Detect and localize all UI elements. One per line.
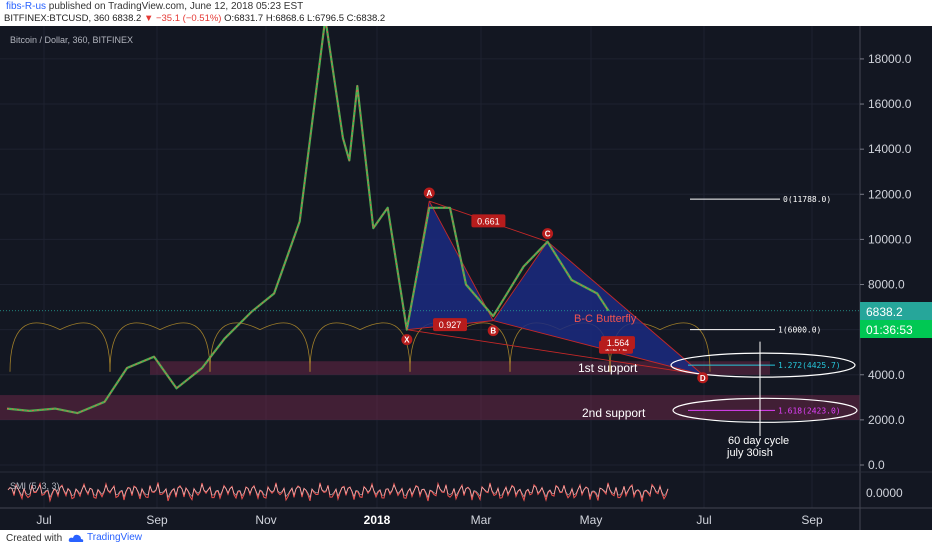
point-label: D: [700, 374, 706, 383]
ratio-badge: [433, 318, 468, 332]
x-tick-label: 2018: [364, 513, 391, 527]
point-label: X: [404, 336, 410, 345]
fib-label: 1.618(2423.0): [778, 406, 841, 415]
y-tick-label: 8000.0: [868, 278, 905, 292]
pattern-edge: [547, 241, 704, 376]
y-tick-label: 18000.0: [868, 52, 912, 66]
cycle-arc: [9, 322, 111, 372]
zone-label-second: 2nd support: [582, 406, 646, 420]
ratio-label: 1.564: [607, 338, 630, 348]
footer: Created with TradingView: [0, 530, 932, 550]
chart-title: Bitcoin / Dollar, 360, BITFINEX: [10, 35, 133, 45]
osc-tick: 0.0000: [866, 486, 903, 500]
fib-label: 1(6000.0): [778, 326, 821, 335]
symbol: BITFINEX:BTCUSD, 360: [4, 13, 110, 24]
y-tick-label: 0.0: [868, 458, 885, 472]
countdown-label: 01:36:53: [866, 323, 913, 337]
fib-levels: 0(11788.0) 1(6000.0) 1.272(4425.7) 1.618(24…: [670, 195, 858, 436]
point-marker: [487, 325, 499, 337]
point-marker: [401, 334, 413, 346]
point-marker: [697, 372, 709, 384]
publish-date: published on TradingView.com, June 12, 2…: [48, 1, 304, 12]
pattern-edge: [492, 241, 548, 321]
last-value: 6838.2: [112, 13, 142, 24]
price-chart[interactable]: 0(11788.0) 1(6000.0) 1.272(4425.7) 1.618(24…: [0, 26, 932, 530]
price-series: [0, 26, 860, 415]
x-tick-label: Jul: [696, 513, 711, 527]
osc-label: SMI (5, 3, 3): [10, 481, 60, 491]
cycle-annotation: 60 day cycle: [728, 435, 789, 447]
pattern-edge: [406, 329, 703, 376]
support-zone: [0, 395, 860, 420]
cycle-arc: [109, 322, 211, 372]
x-tick-label: Jul: [36, 513, 51, 527]
point-marker: [423, 187, 435, 199]
support-ellipse-2: [672, 397, 858, 423]
y-tick-label: 2000.0: [868, 413, 905, 427]
smi-signal-line: [7, 483, 669, 499]
last-price-label: 6838.2: [866, 305, 903, 319]
price-line-wick: [6, 26, 609, 414]
ratio-badge: [471, 214, 506, 228]
fib-label: 0(11788.0): [783, 195, 831, 204]
x-tick-label: Sep: [801, 513, 823, 527]
cycle-date-annotation: july 30ish: [726, 447, 773, 459]
support-zones: [0, 361, 860, 420]
x-axis: Jul Sep Nov 2018 Mar May Jul Sep: [36, 513, 823, 527]
brand-name: TradingView: [87, 532, 143, 543]
ratio-label: 0.661: [477, 216, 500, 226]
smi-line: [7, 481, 669, 503]
created-with: Created with: [6, 533, 63, 544]
ratio-badge: [600, 336, 635, 350]
bcd-triangle: [493, 241, 703, 375]
grid: [0, 26, 860, 508]
y-tick-label: 14000.0: [868, 142, 912, 156]
smi-oscillator: [7, 481, 669, 503]
point-label: C: [545, 230, 551, 239]
y-tick-label: 4000.0: [868, 368, 905, 382]
symbol-info: BITFINEX:BTCUSD, 360 6838.2 ▼ −35.1 (−0.…: [4, 13, 385, 24]
y-axis: 0.02000.04000.06000.08000.010000.012000.…: [860, 52, 912, 472]
y-tick-label: 12000.0: [868, 187, 912, 201]
pattern-edge: [493, 320, 703, 376]
publish-header: fibs-R-us published on TradingView.com, …: [0, 0, 932, 26]
change-value: ▼ −35.1 (−0.51%): [143, 13, 222, 24]
zone-label-first: 1st support: [578, 361, 638, 375]
x-tick-label: May: [580, 513, 603, 527]
cycle-arc: [209, 322, 311, 372]
countdown-badge: [860, 320, 932, 338]
author-link[interactable]: fibs-R-us: [6, 1, 47, 12]
fib-label: 1.272(4425.7): [778, 361, 841, 370]
x-tick-label: Mar: [471, 513, 492, 527]
point-marker: [542, 228, 554, 240]
ratio-label: 0.927: [439, 320, 462, 330]
harmonic-pattern: [406, 200, 704, 376]
y-tick-label: 16000.0: [868, 97, 912, 111]
support-ellipse-1: [670, 352, 856, 378]
ohlc-values: O:6831.7 H:6868.6 L:6796.5 C:6838.2: [224, 13, 386, 24]
xab-triangle: [406, 201, 494, 330]
tradingview-logo[interactable]: TradingView: [68, 532, 142, 543]
cloud-icon: [68, 534, 84, 542]
last-price-badge: [860, 302, 932, 320]
point-label: B: [490, 327, 496, 336]
x-tick-label: Sep: [146, 513, 168, 527]
point-label: A: [426, 189, 432, 198]
publish-info: fibs-R-us published on TradingView.com, …: [6, 1, 303, 12]
support-zone: [150, 361, 770, 375]
y-tick-label: 10000.0: [868, 232, 912, 246]
pattern-name: B-C Butterfly: [574, 313, 637, 325]
x-tick-label: Nov: [255, 513, 276, 527]
